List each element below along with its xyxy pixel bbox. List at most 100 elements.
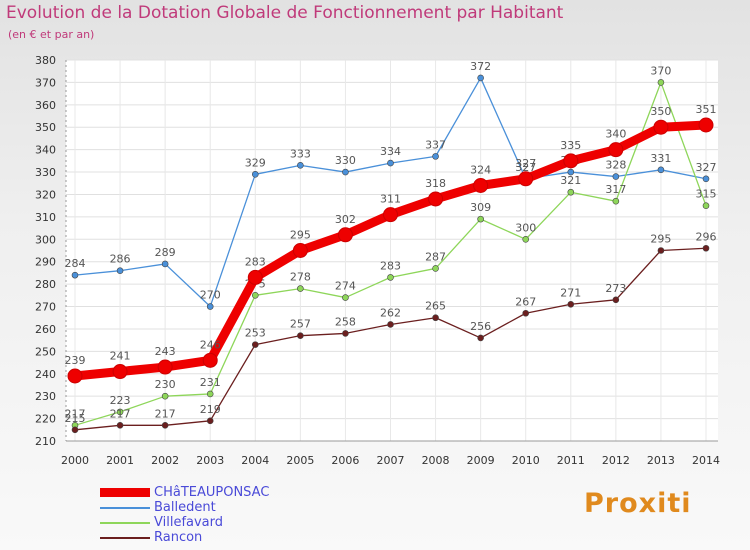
y-tick-label: 370 (35, 76, 56, 89)
data-point (477, 215, 484, 223)
y-tick-label: 210 (35, 435, 56, 448)
data-label: 271 (560, 286, 581, 299)
data-label: 372 (470, 60, 491, 73)
data-label: 231 (200, 376, 221, 389)
data-point (112, 364, 128, 380)
data-label: 257 (290, 318, 311, 331)
data-label: 335 (560, 139, 581, 152)
data-label: 296 (696, 230, 717, 243)
data-point (698, 117, 714, 133)
data-label: 230 (155, 378, 176, 391)
data-label: 265 (425, 300, 446, 313)
data-label: 286 (110, 253, 131, 266)
data-label: 340 (605, 128, 626, 141)
legend-label: Rancon (154, 530, 203, 545)
data-label: 287 (425, 250, 446, 263)
data-label: 328 (605, 159, 626, 172)
data-label: 278 (290, 271, 311, 284)
x-tick-label: 2003 (196, 454, 224, 467)
proxiti-logo: Proxiti (584, 488, 692, 519)
data-label: 321 (560, 174, 581, 187)
data-point (477, 334, 484, 342)
data-point (518, 171, 534, 187)
data-label: 246 (200, 338, 221, 351)
data-label: 334 (380, 145, 401, 158)
y-tick-label: 340 (35, 144, 56, 157)
data-point (247, 269, 263, 285)
x-tick-label: 2011 (557, 454, 585, 467)
data-point (432, 314, 439, 322)
data-label: 337 (425, 138, 446, 151)
data-label: 329 (245, 156, 266, 169)
data-point (206, 417, 214, 425)
data-label: 283 (380, 259, 401, 272)
x-tick-label: 2000 (61, 454, 89, 467)
data-point (653, 119, 669, 135)
data-point (432, 265, 439, 272)
data-label: 300 (515, 221, 536, 234)
data-label: 311 (380, 193, 401, 206)
x-tick-label: 2010 (512, 454, 540, 467)
data-point (522, 235, 530, 243)
x-tick-label: 2013 (647, 454, 675, 467)
data-point (383, 207, 398, 223)
data-point (342, 294, 349, 301)
y-tick-label: 270 (35, 301, 56, 314)
data-point (477, 74, 484, 82)
x-tick-label: 2004 (241, 454, 269, 467)
data-label: 283 (245, 255, 266, 268)
data-point (567, 300, 575, 308)
data-point (71, 426, 79, 434)
x-tick-label: 2006 (331, 454, 359, 467)
y-tick-label: 330 (35, 166, 56, 179)
data-label: 351 (696, 103, 717, 116)
data-point (251, 171, 259, 178)
legend-swatch (100, 537, 150, 539)
data-point (432, 153, 439, 160)
data-label: 333 (290, 147, 311, 160)
data-point (157, 359, 173, 375)
x-tick-label: 2001 (106, 454, 134, 467)
y-tick-label: 230 (35, 390, 56, 403)
data-label: 330 (335, 154, 356, 167)
legend-label: CHâTEAUPONSAC (154, 485, 270, 500)
data-point (67, 368, 83, 384)
data-label: 217 (110, 407, 131, 420)
legend: CHâTEAUPONSAC Balledent Villefavard Ranc… (100, 485, 360, 545)
y-tick-label: 350 (35, 121, 56, 134)
data-label: 315 (696, 188, 717, 201)
data-point (342, 330, 349, 337)
legend-label: Balledent (154, 500, 216, 515)
plot-area (66, 60, 718, 441)
data-point (612, 197, 620, 205)
data-point (161, 260, 169, 268)
data-point (342, 168, 349, 176)
data-label: 317 (605, 183, 626, 196)
y-tick-label: 290 (35, 256, 56, 269)
legend-item-balledent: Balledent (100, 500, 360, 515)
data-label: 327 (696, 161, 717, 174)
data-point (251, 341, 259, 348)
chart-subtitle: (en € et par an) (8, 28, 95, 41)
data-point (702, 175, 710, 183)
y-tick-label: 320 (35, 188, 56, 201)
data-label: 219 (200, 403, 221, 416)
data-point (702, 244, 710, 252)
data-label: 370 (650, 64, 671, 77)
data-point (116, 422, 124, 429)
data-point (657, 79, 665, 86)
data-label: 239 (65, 354, 86, 367)
data-point (563, 153, 579, 169)
data-point (608, 142, 624, 158)
y-tick-label: 260 (35, 323, 56, 336)
data-point (297, 332, 304, 339)
data-point (612, 173, 620, 180)
data-point (567, 168, 575, 176)
data-point (116, 408, 124, 416)
legend-item-villefavard: Villefavard (100, 515, 360, 530)
data-point (297, 162, 304, 169)
data-point (116, 267, 124, 274)
legend-item-chateauponsac: CHâTEAUPONSAC (100, 485, 360, 500)
data-point (161, 392, 169, 400)
data-point (387, 321, 394, 328)
